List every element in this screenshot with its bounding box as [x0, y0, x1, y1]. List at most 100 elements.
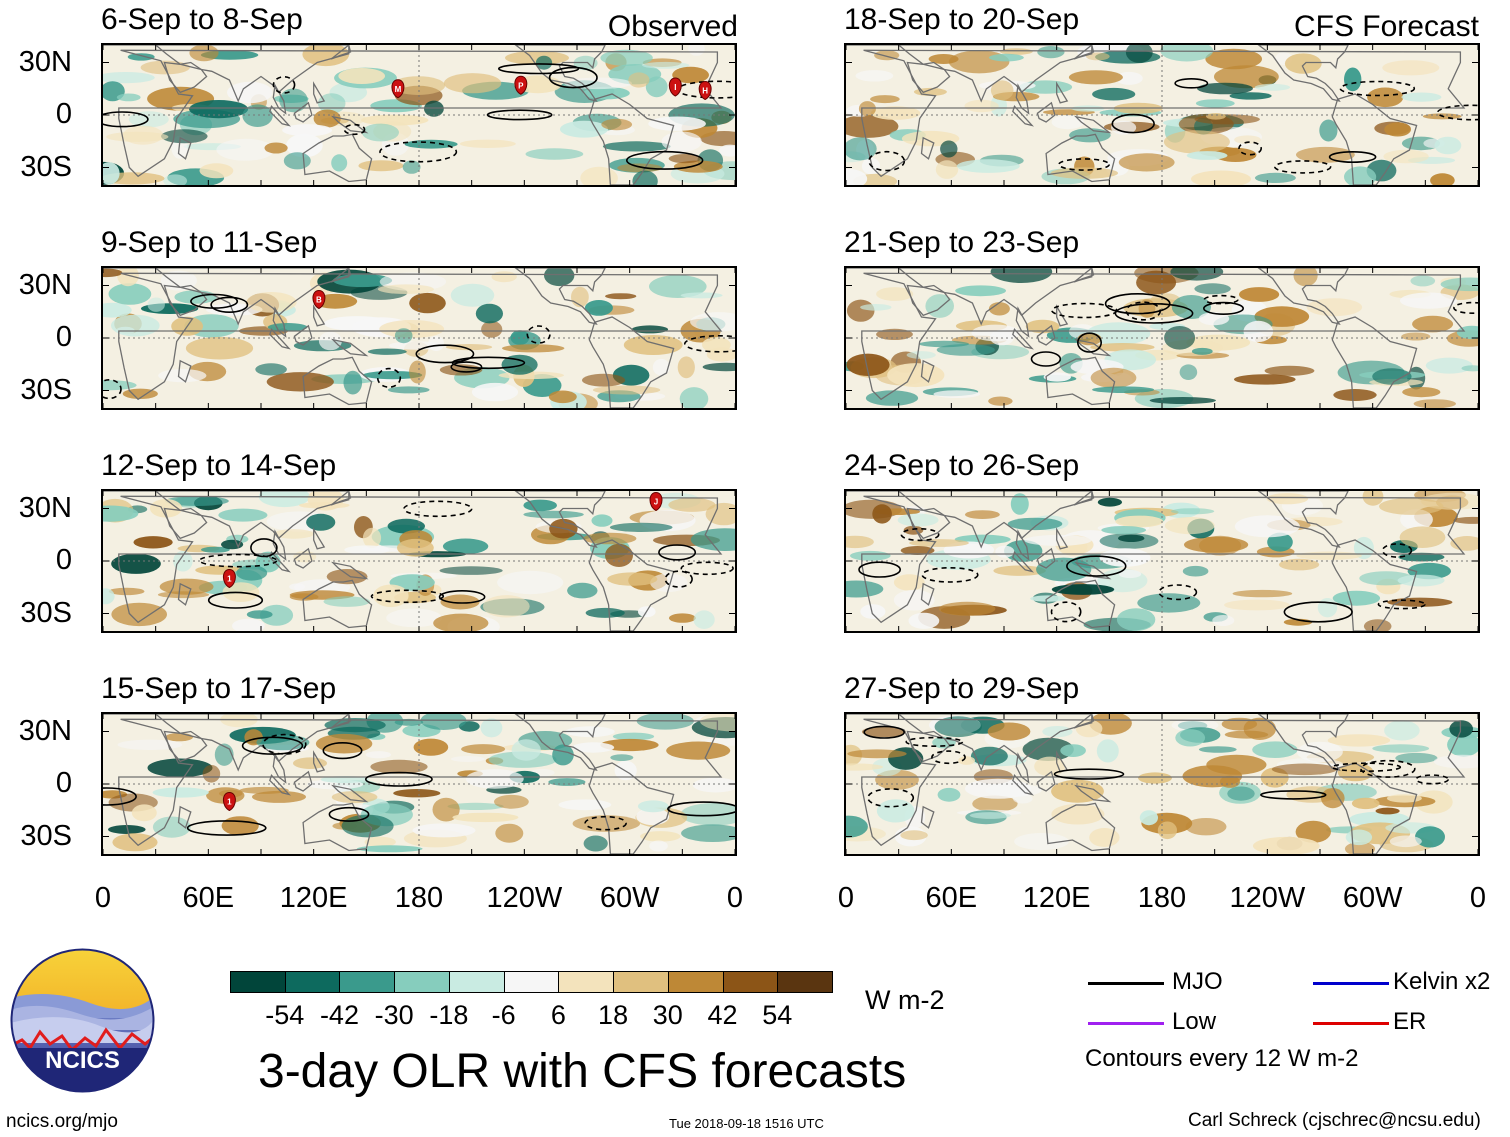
coastline	[177, 136, 192, 160]
olr-anomaly-blob	[600, 738, 659, 752]
olr-anomaly-blob	[1051, 115, 1084, 130]
coastline	[331, 338, 369, 357]
olr-anomaly-blob	[267, 323, 308, 332]
olr-anomaly-blob	[855, 70, 894, 82]
olr-anomaly-blob	[605, 293, 637, 300]
olr-anomaly-blob	[1296, 551, 1362, 560]
coastline	[272, 752, 287, 784]
olr-anomaly-blob	[900, 546, 935, 555]
olr-anomaly-blob	[936, 344, 995, 356]
coastline	[1056, 527, 1069, 550]
mjo-contour	[1283, 601, 1353, 623]
coastline	[1045, 802, 1116, 852]
mjo-contour	[210, 296, 249, 313]
olr-anomaly-blob	[163, 174, 188, 185]
coastline	[313, 304, 326, 327]
olr-anomaly-blob	[1254, 83, 1291, 91]
olr-anomaly-blob	[258, 491, 310, 508]
panel-title-5: 18-Sep to 20-Sep	[844, 3, 1080, 36]
lon-label: 120W	[486, 882, 563, 914]
olr-anomaly-blob	[636, 714, 694, 730]
mjo-contour	[1260, 790, 1327, 800]
olr-anomaly-blob	[108, 825, 146, 834]
olr-anomaly-blob	[571, 286, 589, 308]
olr-anomaly-blob	[189, 100, 249, 119]
olr-anomaly-blob	[1363, 619, 1392, 631]
olr-anomaly-blob	[494, 794, 529, 809]
mjo-contour	[900, 527, 940, 542]
olr-anomaly-blob	[846, 299, 875, 322]
olr-anomaly-blob	[1232, 589, 1293, 598]
coastline	[103, 714, 350, 772]
coastline	[177, 582, 192, 606]
lon-label: 0	[837, 882, 855, 914]
olr-anomaly-blob	[1037, 46, 1065, 59]
lon-label: 120W	[1229, 882, 1306, 914]
olr-anomaly-blob	[692, 777, 735, 793]
olr-anomaly-blob	[199, 163, 234, 179]
storm-marker: I	[668, 77, 682, 97]
mjo-contour	[1158, 584, 1198, 601]
olr-anomaly-blob	[1214, 147, 1257, 162]
olr-anomaly-blob	[1086, 322, 1151, 345]
olr-anomaly-blob	[1295, 820, 1331, 843]
olr-anomaly-blob	[511, 739, 541, 761]
olr-anomaly-blob	[1170, 508, 1215, 515]
olr-anomaly-blob	[872, 504, 892, 524]
olr-anomaly-blob	[1205, 48, 1262, 70]
storm-marker: M	[391, 79, 405, 99]
mjo-contour	[1339, 80, 1416, 97]
olr-anomaly-blob	[218, 508, 268, 522]
olr-anomaly-blob	[680, 292, 723, 299]
olr-anomaly-blob	[523, 510, 584, 519]
olr-anomaly-blob	[465, 769, 524, 789]
olr-anomaly-blob	[1043, 372, 1071, 382]
footer-url[interactable]: ncics.org/mjo	[6, 1111, 118, 1132]
olr-anomaly-blob	[645, 76, 668, 98]
olr-anomaly-blob	[161, 129, 208, 144]
olr-anomaly-blob	[673, 160, 723, 173]
olr-anomaly-blob	[1182, 565, 1209, 577]
coastline	[514, 45, 606, 103]
coastline	[272, 306, 287, 338]
lat-label: 30N	[18, 45, 72, 78]
olr-anomaly-blob	[404, 139, 458, 149]
lat-label: 0	[55, 98, 72, 130]
coastline	[1015, 752, 1030, 784]
olr-anomaly-blob	[365, 751, 392, 759]
olr-anomaly-blob	[106, 131, 169, 142]
olr-anomaly-blob	[1179, 364, 1198, 380]
colorbar-tick-label: 42	[707, 1000, 738, 1030]
lat-label: 30N	[18, 491, 72, 524]
coastline	[330, 45, 352, 60]
coastline	[906, 507, 951, 540]
mjo-contour	[438, 590, 486, 604]
olr-anomaly-blob	[861, 726, 906, 738]
olr-anomaly-blob	[1384, 720, 1420, 741]
olr-anomaly-blob	[1239, 287, 1280, 302]
colorbar-tick-label: -54	[265, 1000, 305, 1030]
olr-anomaly-blob	[1118, 534, 1145, 542]
olr-anomaly-blob	[1090, 367, 1137, 388]
olr-anomaly-blob	[610, 754, 634, 761]
coastline	[1074, 784, 1112, 803]
svg-text:I: I	[674, 83, 676, 92]
olr-anomaly-blob	[343, 370, 363, 395]
coastline	[1257, 491, 1349, 549]
olr-anomaly-blob	[525, 148, 584, 160]
coastline	[920, 136, 935, 160]
coastline	[269, 328, 292, 350]
olr-anomaly-blob	[108, 283, 152, 305]
colorbar-tick-label: 18	[598, 1000, 629, 1030]
olr-anomaly-blob	[1266, 493, 1309, 505]
olr-anomaly-blob	[1118, 569, 1142, 579]
lat-label: 30S	[20, 819, 72, 852]
coastline	[1073, 491, 1095, 506]
olr-anomaly-blob	[582, 373, 626, 387]
olr-anomaly-blob	[412, 823, 476, 838]
coastline	[906, 730, 951, 763]
lat-label: 30S	[20, 596, 72, 629]
colorbar-tick-label: -42	[319, 1000, 359, 1030]
olr-anomaly-blob	[459, 139, 516, 148]
